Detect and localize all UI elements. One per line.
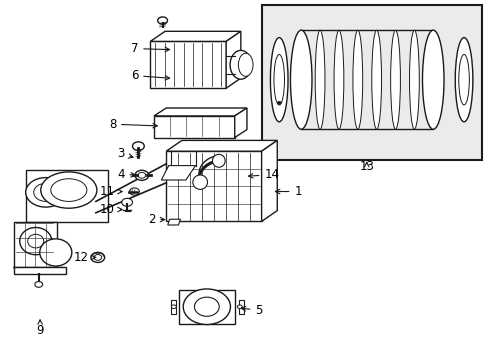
Polygon shape xyxy=(26,170,108,222)
Text: 6: 6 xyxy=(130,69,169,82)
Ellipse shape xyxy=(41,172,97,208)
Ellipse shape xyxy=(270,37,287,122)
Ellipse shape xyxy=(122,198,132,206)
Ellipse shape xyxy=(458,54,468,105)
Polygon shape xyxy=(150,31,240,41)
Ellipse shape xyxy=(290,30,311,129)
Text: 2: 2 xyxy=(147,213,164,226)
Polygon shape xyxy=(154,108,246,116)
Polygon shape xyxy=(14,267,66,274)
Polygon shape xyxy=(261,140,277,221)
Ellipse shape xyxy=(371,30,381,129)
Ellipse shape xyxy=(183,289,230,324)
Ellipse shape xyxy=(277,102,281,104)
Polygon shape xyxy=(179,289,234,324)
Polygon shape xyxy=(161,166,195,180)
Text: 11: 11 xyxy=(100,185,122,198)
Ellipse shape xyxy=(333,30,343,129)
Text: 9: 9 xyxy=(36,320,44,337)
Ellipse shape xyxy=(135,170,148,180)
Polygon shape xyxy=(154,116,234,138)
Ellipse shape xyxy=(238,53,253,76)
Text: 10: 10 xyxy=(100,203,122,216)
Polygon shape xyxy=(167,219,180,225)
Text: 7: 7 xyxy=(130,42,169,55)
Text: 3: 3 xyxy=(117,147,133,160)
Ellipse shape xyxy=(40,239,72,266)
Polygon shape xyxy=(166,151,261,221)
Polygon shape xyxy=(166,140,277,151)
Ellipse shape xyxy=(51,179,87,202)
Ellipse shape xyxy=(212,154,224,167)
Polygon shape xyxy=(225,31,240,88)
Polygon shape xyxy=(234,108,246,138)
Ellipse shape xyxy=(422,30,443,129)
Ellipse shape xyxy=(171,305,176,309)
Ellipse shape xyxy=(35,282,42,287)
Ellipse shape xyxy=(315,30,325,129)
Ellipse shape xyxy=(94,255,102,260)
Bar xyxy=(261,5,481,160)
Text: 13: 13 xyxy=(359,160,373,173)
Ellipse shape xyxy=(129,188,139,195)
Bar xyxy=(171,300,176,314)
Ellipse shape xyxy=(352,30,362,129)
Text: 12: 12 xyxy=(74,251,96,264)
Ellipse shape xyxy=(408,30,418,129)
Ellipse shape xyxy=(26,177,66,207)
Ellipse shape xyxy=(192,175,207,189)
Ellipse shape xyxy=(138,172,145,178)
Ellipse shape xyxy=(273,54,284,105)
Ellipse shape xyxy=(34,183,58,202)
Ellipse shape xyxy=(132,142,144,150)
Ellipse shape xyxy=(229,50,251,79)
Ellipse shape xyxy=(91,252,104,262)
Polygon shape xyxy=(150,41,225,88)
Ellipse shape xyxy=(20,228,52,255)
Ellipse shape xyxy=(390,30,400,129)
Ellipse shape xyxy=(194,297,219,316)
Text: 1: 1 xyxy=(275,185,302,198)
Text: 4: 4 xyxy=(117,168,135,181)
Bar xyxy=(238,300,243,314)
Text: 5: 5 xyxy=(241,304,263,317)
Ellipse shape xyxy=(237,305,242,309)
Text: 14: 14 xyxy=(248,168,279,181)
Text: 8: 8 xyxy=(108,118,157,131)
Ellipse shape xyxy=(158,17,167,24)
Ellipse shape xyxy=(28,234,43,248)
Ellipse shape xyxy=(454,37,472,122)
Polygon shape xyxy=(14,222,57,267)
